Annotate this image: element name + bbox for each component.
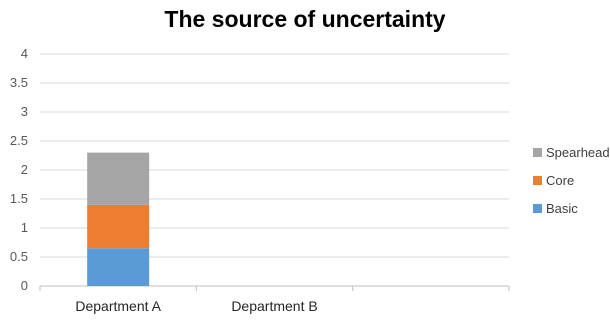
y-tick-label: 3.5 [10, 75, 28, 90]
legend-swatch [533, 176, 542, 185]
y-tick-label: 2 [21, 162, 28, 177]
x-category-label: Department B [231, 298, 317, 314]
legend-label: Spearhead [546, 145, 610, 160]
bar-core-1 [87, 204, 150, 249]
y-tick-label: 1 [21, 220, 28, 235]
bar-spearhead-1 [87, 152, 150, 205]
chart-title: The source of uncertainty [164, 6, 446, 32]
legend-swatch [533, 148, 542, 157]
legend-label: Basic [546, 201, 578, 216]
legend-label: Core [546, 173, 574, 188]
y-tick-label: 1.5 [10, 191, 28, 206]
y-tick-label: 2.5 [10, 133, 28, 148]
y-tick-label: 3 [21, 104, 28, 119]
y-tick-label: 4 [21, 46, 28, 61]
bar-basic-1 [87, 248, 150, 286]
legend-swatch [533, 204, 542, 213]
y-tick-label: 0.5 [10, 249, 28, 264]
x-category-label: Department A [75, 298, 161, 314]
y-tick-label: 0 [21, 278, 28, 293]
